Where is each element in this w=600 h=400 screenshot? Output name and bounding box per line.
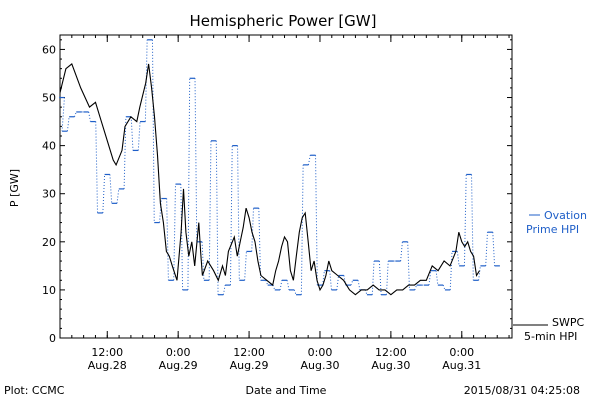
ovation-connector [265, 280, 269, 286]
ovation-connector [400, 241, 403, 262]
ovation-connector [109, 174, 113, 204]
ovation-connector [478, 265, 481, 281]
ovation-connector [251, 208, 255, 252]
y-tick-label: 0 [49, 332, 56, 345]
ovation-connector [336, 275, 340, 290]
x-tick-time-label: 12:00 [233, 346, 265, 359]
ovation-connector [88, 111, 91, 122]
ovation-connector [151, 39, 155, 223]
x-tick-time-label: 12:00 [375, 346, 407, 359]
ovation-connector [130, 116, 134, 151]
x-tick-date-label: Aug.30 [300, 359, 339, 372]
x-tick-date-label: Aug.31 [442, 359, 481, 372]
x-tick-date-label: Aug.28 [88, 359, 127, 372]
ovation-connector [74, 111, 77, 117]
ovation-connector [61, 97, 65, 132]
ovation-connector [201, 241, 205, 281]
y-tick-label: 60 [42, 43, 56, 56]
y-tick-label: 40 [42, 140, 56, 153]
ovation-connector [258, 208, 262, 281]
ovation-connector [194, 78, 198, 242]
ovation-connector [300, 164, 304, 295]
swpc-series-line [59, 62, 480, 296]
ovation-connector [229, 145, 233, 286]
ovation-connector [159, 198, 162, 223]
x-tick-time-label: 0:00 [308, 346, 333, 359]
ovation-connector [123, 116, 127, 189]
plot-area: 010203040506012:00Aug.280:00Aug.2912:00A… [42, 34, 513, 372]
ovation-connector [463, 174, 467, 266]
ovation-connector [95, 121, 99, 213]
x-tick-time-label: 0:00 [449, 346, 474, 359]
ovation-connector [315, 155, 318, 286]
legend-swpc-label-line1: SWPC [552, 316, 584, 329]
ovation-connector [435, 270, 439, 286]
ovation-connector [187, 78, 191, 290]
y-tick-label: 10 [42, 284, 56, 297]
plot-credit: Plot: CCMC [4, 384, 65, 397]
ovation-connector [329, 270, 332, 290]
ovation-connector [350, 280, 354, 286]
ovation-connector [307, 155, 311, 165]
legend-ovation-label-line1: Ovation [544, 209, 587, 222]
ovation-connector [215, 140, 219, 295]
ovation-connector [286, 280, 290, 290]
ovation-connector [428, 270, 432, 286]
ovation-connector [449, 251, 453, 290]
plot-frame [59, 34, 513, 339]
ovation-connector [279, 280, 283, 290]
ovation-connector [322, 270, 325, 286]
plot-timestamp: 2015/08/31 04:25:08 [464, 384, 580, 397]
ovation-connector [492, 232, 496, 266]
ovation-connector [116, 188, 120, 204]
x-tick-time-label: 12:00 [91, 346, 123, 359]
legend-ovation-label-line2: Prime HPI [526, 223, 579, 236]
x-axis-label: Date and Time [246, 384, 327, 397]
ovation-connector [414, 284, 418, 291]
ovation-connector [166, 198, 169, 281]
ovation-connector [66, 116, 70, 132]
ovation-connector [371, 261, 375, 295]
ovation-connector [102, 174, 106, 213]
ovation-connector [272, 284, 276, 291]
y-tick-label: 30 [42, 188, 56, 201]
ovation-connector [471, 174, 474, 281]
ovation-connector [222, 285, 226, 295]
chart-title: Hemispheric Power [GW] [190, 12, 377, 30]
ovation-connector [293, 289, 297, 295]
ovation-connector [407, 241, 410, 290]
ovation-connector [173, 184, 177, 281]
y-axis-label: P [GW] [8, 169, 21, 207]
ovation-connector [364, 289, 368, 295]
ovation-connector [485, 232, 488, 266]
ovation-connector [442, 284, 446, 291]
y-tick-label: 50 [42, 92, 56, 105]
ovation-connector [208, 140, 212, 281]
ovation-connector [244, 251, 247, 281]
ovation-connector [456, 251, 460, 266]
x-tick-date-label: Aug.29 [159, 359, 198, 372]
ovation-connector [357, 280, 361, 290]
legend-swpc-label-line2: 5-min HPI [524, 330, 577, 343]
x-tick-time-label: 0:00 [166, 346, 191, 359]
ovation-connector [385, 261, 389, 295]
x-tick-date-label: Aug.29 [230, 359, 269, 372]
ovation-connector [237, 145, 240, 281]
ovation-connector [137, 121, 141, 151]
x-tick-date-label: Aug.30 [371, 359, 410, 372]
y-tick-label: 20 [42, 236, 56, 249]
